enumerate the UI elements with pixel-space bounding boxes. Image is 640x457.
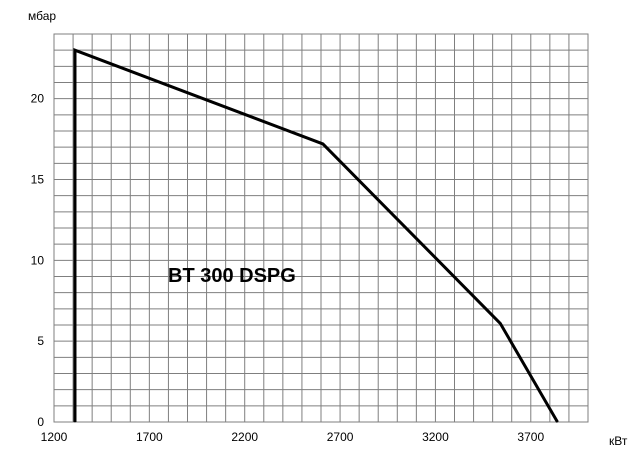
- x-tick-label: 2200: [231, 430, 258, 444]
- y-tick-labels: 0 5 10 15 20: [31, 92, 45, 429]
- x-tick-label: 2700: [327, 430, 354, 444]
- x-tick-label: 3200: [422, 430, 449, 444]
- x-axis-label: кВт: [609, 434, 628, 448]
- series-point: [322, 143, 324, 145]
- y-tick-label: 15: [31, 173, 45, 187]
- series-line: [73, 47, 559, 423]
- x-tick-label: 3700: [517, 430, 544, 444]
- y-tick-label: 10: [31, 253, 45, 267]
- grid: [54, 34, 588, 422]
- series-point: [74, 49, 76, 51]
- model-annotation: BT 300 DSPG: [168, 265, 296, 287]
- series-point: [74, 421, 76, 423]
- x-tick-labels: 1200 1700 2200 2700 3200 3700: [41, 430, 545, 444]
- plot-frame: [53, 33, 589, 423]
- x-tick-label: 1700: [136, 430, 163, 444]
- y-tick-label: 20: [31, 92, 45, 106]
- y-tick-label: 5: [37, 334, 44, 348]
- y-tick-label: 0: [37, 415, 44, 429]
- series-point: [556, 421, 558, 423]
- series-layer: [73, 47, 559, 423]
- x-tick-label: 1200: [41, 430, 68, 444]
- series-point: [499, 322, 501, 324]
- y-axis-label: мбар: [28, 9, 56, 23]
